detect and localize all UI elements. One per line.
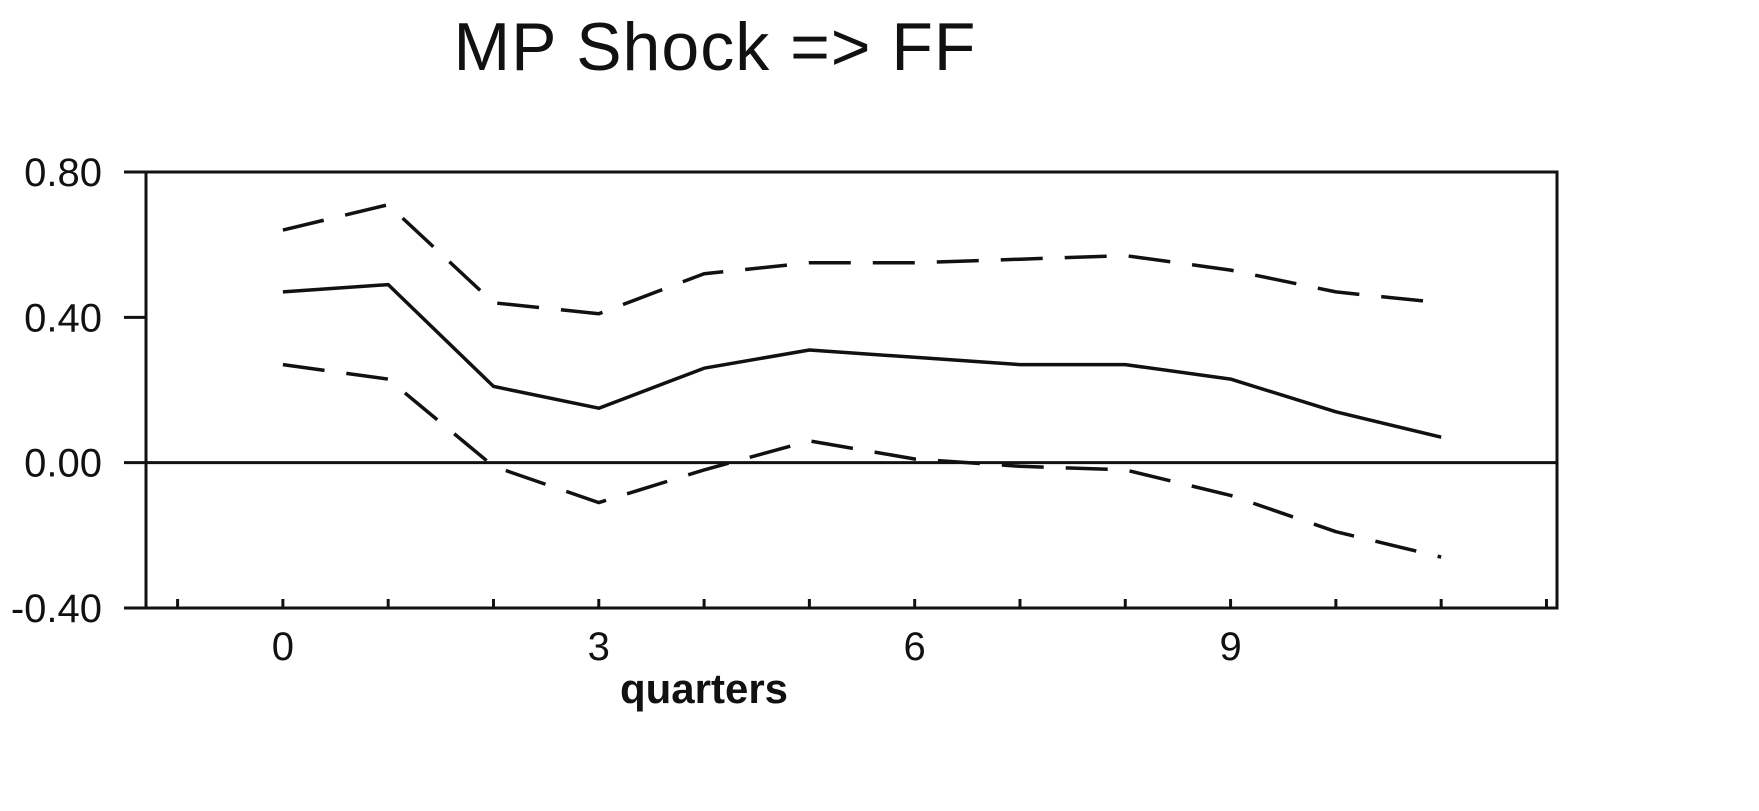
y-tick-label: 0.00	[24, 442, 102, 486]
y-tick-label: -0.40	[11, 587, 102, 631]
x-tick-label: 3	[588, 625, 610, 669]
upper-band-line	[282, 202, 1442, 316]
chart-title: MP Shock => FF	[453, 9, 977, 85]
y-tick-label: 0.40	[24, 296, 102, 340]
y-tick-label: 0.80	[24, 151, 102, 195]
x-tick-label: 6	[904, 625, 926, 669]
x-axis-title: quarters	[620, 665, 788, 712]
x-tick-label: 0	[272, 625, 294, 669]
response-line	[282, 282, 1442, 439]
plot-frame	[144, 170, 1559, 610]
lower-band-line	[282, 362, 1442, 559]
x-tick-label: 9	[1219, 625, 1241, 669]
